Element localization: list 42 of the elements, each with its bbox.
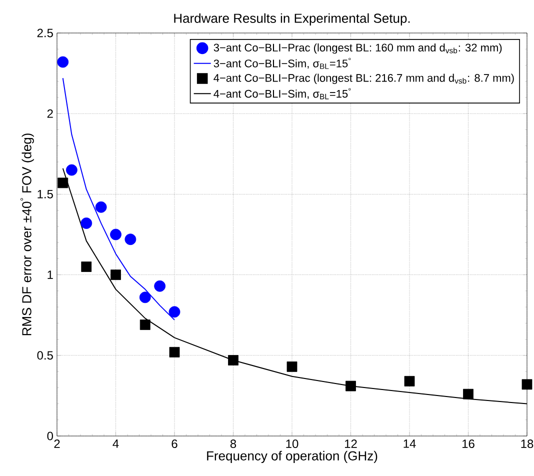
x-tick-label: 18 xyxy=(521,440,534,448)
x-tick-label: 16 xyxy=(462,440,474,448)
point xyxy=(81,262,92,272)
point xyxy=(66,164,78,176)
legend-label: 3−ant Co−BLI−Sim, σ$_{BL}$=15$^{°}$ xyxy=(214,58,351,69)
point xyxy=(95,201,107,213)
point xyxy=(463,388,474,400)
point xyxy=(228,355,238,366)
legend-label: 4−ant Co−BLI−Prac (longest BL: 216.7 mm and d$_{vsb}$: 8.7 mm) xyxy=(214,74,514,84)
chart-title: Hardware Results in Experimental Setup. xyxy=(174,13,410,26)
y-tick-label: 0 xyxy=(47,432,54,440)
y-tick-label: 1 xyxy=(48,270,53,279)
x-tick-label: 6 xyxy=(172,440,178,448)
legend-label: 4−ant Co−BLI−Sim, σ$_{BL}$=15$^{°}$ xyxy=(214,88,351,100)
point xyxy=(124,234,136,246)
x-tick-label: 4 xyxy=(112,440,119,448)
x-tick-label: 12 xyxy=(344,440,357,448)
x-tick-label: 14 xyxy=(404,440,416,448)
point xyxy=(286,361,298,372)
point xyxy=(168,306,180,318)
legend-label: 3−ant Co−BLI−Prac (longest BL: 160 mm and d$_{vsb}$: 32 mm) xyxy=(214,43,502,54)
point xyxy=(154,280,166,292)
point xyxy=(346,380,356,392)
point xyxy=(522,379,532,390)
point xyxy=(169,346,180,358)
y-tick-label: 2 xyxy=(47,109,53,118)
x-tick-label: 8 xyxy=(230,440,236,448)
x-axis-title: Frequency of operation (GHz) xyxy=(207,450,378,464)
point xyxy=(110,270,121,280)
point xyxy=(80,218,92,229)
y-axis-title: RMS DF error over ±40$^{°}$ FOV (deg) xyxy=(20,134,34,336)
point xyxy=(404,376,415,386)
x-tick-label: 10 xyxy=(286,440,298,448)
y-tick-label: 0.5 xyxy=(37,351,53,360)
point xyxy=(140,320,150,330)
x-tick-label: 2 xyxy=(54,440,60,448)
y-tick-label: 1.5 xyxy=(38,190,53,198)
point xyxy=(58,178,68,188)
y-tick-label: 2.5 xyxy=(37,28,53,38)
point xyxy=(57,56,69,68)
point xyxy=(139,292,151,304)
point xyxy=(110,228,122,240)
